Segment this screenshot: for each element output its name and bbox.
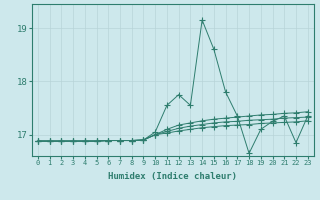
X-axis label: Humidex (Indice chaleur): Humidex (Indice chaleur)	[108, 172, 237, 181]
